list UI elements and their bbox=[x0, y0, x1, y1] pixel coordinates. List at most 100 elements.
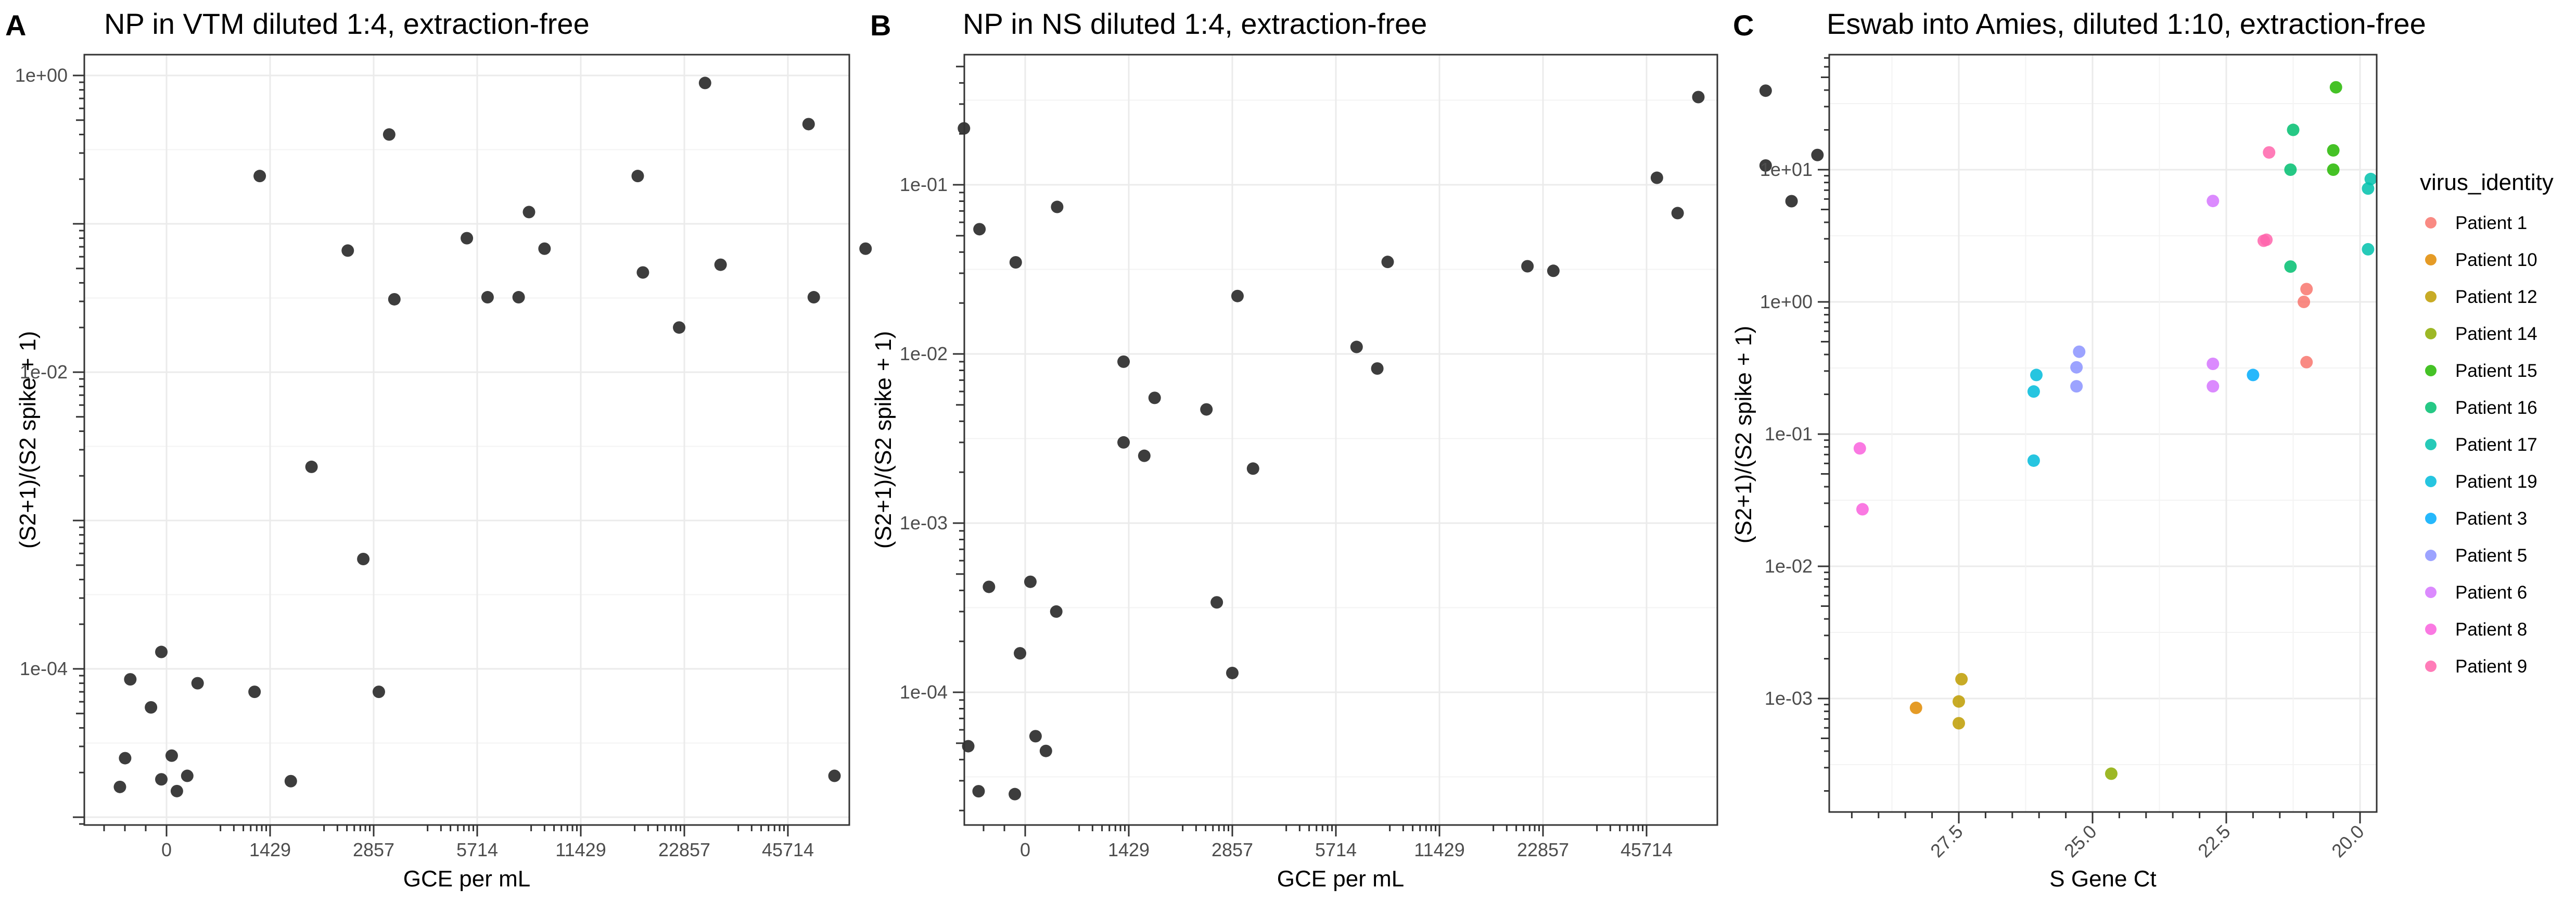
data-point bbox=[2263, 146, 2276, 159]
panel-b-y-axis-label: (S2+1)/(S2 spike + 1) bbox=[871, 331, 896, 549]
y-tick-label: 1e-02 bbox=[1765, 555, 1813, 577]
y-tick-label: 1e+00 bbox=[1760, 291, 1813, 312]
data-point bbox=[2327, 163, 2340, 176]
data-point bbox=[631, 170, 644, 183]
legend-swatch bbox=[2425, 254, 2437, 265]
data-point bbox=[119, 752, 132, 765]
data-point bbox=[2027, 385, 2040, 398]
panel-b: B NP in NS diluted 1:4, extraction-free … bbox=[870, 7, 1824, 892]
data-point bbox=[357, 552, 370, 565]
panel-b-x-axis-label: GCE per mL bbox=[1277, 866, 1405, 892]
y-tick-label: 1e-02 bbox=[900, 343, 948, 364]
x-tick-label: 1429 bbox=[249, 839, 291, 860]
data-point bbox=[1759, 84, 1772, 97]
data-point bbox=[1350, 340, 1363, 353]
data-point bbox=[1785, 195, 1798, 208]
legend-label: Patient 1 bbox=[2455, 213, 2527, 233]
x-tick-label: 1429 bbox=[1108, 839, 1150, 860]
panel-b-ticks: 0 1429 2857 5714 11429 22857 45714 1e-04 1e-03 1e… bbox=[900, 66, 1673, 860]
data-point bbox=[2327, 144, 2340, 157]
data-point bbox=[1547, 264, 1560, 277]
data-point bbox=[802, 118, 815, 131]
legend-swatch bbox=[2425, 328, 2437, 339]
legend-swatch bbox=[2425, 476, 2437, 487]
data-point bbox=[2070, 380, 2083, 393]
panel-c-grid bbox=[1829, 55, 2377, 812]
x-tick-label: 5714 bbox=[1315, 839, 1357, 860]
data-point bbox=[1050, 605, 1063, 618]
data-point bbox=[1117, 436, 1130, 449]
data-point bbox=[1853, 442, 1866, 455]
x-tick-label: 45714 bbox=[1621, 839, 1673, 860]
y-tick-label: 1e+00 bbox=[15, 65, 68, 86]
data-point bbox=[145, 701, 158, 714]
panel-a-grid bbox=[84, 55, 849, 825]
data-point bbox=[2284, 260, 2297, 273]
data-point bbox=[2260, 233, 2273, 246]
y-tick-label: 1e-02 bbox=[20, 361, 68, 383]
data-point bbox=[714, 258, 727, 271]
data-point bbox=[1521, 260, 1534, 273]
x-tick-label: 0 bbox=[161, 839, 172, 860]
legend-swatch bbox=[2425, 365, 2437, 376]
panel-b-tag: B bbox=[870, 9, 891, 42]
data-point bbox=[973, 223, 986, 236]
data-point bbox=[1039, 744, 1052, 757]
y-tick-label: 1e-03 bbox=[900, 512, 948, 534]
data-point bbox=[2287, 123, 2300, 136]
data-point bbox=[2247, 369, 2260, 382]
data-point bbox=[1371, 362, 1384, 375]
y-tick-label: 1e-01 bbox=[1765, 423, 1813, 445]
legend-label: Patient 16 bbox=[2455, 398, 2537, 418]
data-point bbox=[1811, 148, 1824, 161]
legend-title: virus_identity bbox=[2420, 170, 2554, 195]
x-tick-label: 22857 bbox=[658, 839, 710, 860]
data-point bbox=[1381, 256, 1394, 269]
legend-swatch bbox=[2425, 624, 2437, 635]
legend-label: Patient 12 bbox=[2455, 287, 2537, 307]
data-point bbox=[2362, 182, 2375, 195]
data-point bbox=[372, 686, 385, 699]
legend-label: Patient 6 bbox=[2455, 582, 2527, 603]
x-tick-label: 22857 bbox=[1517, 839, 1569, 860]
data-point bbox=[2300, 283, 2313, 296]
data-point bbox=[512, 291, 525, 304]
legend-swatch bbox=[2425, 661, 2437, 672]
panel-b-title: NP in NS diluted 1:4, extraction-free bbox=[963, 7, 1427, 40]
legend-label: Patient 8 bbox=[2455, 619, 2527, 640]
panel-c-title: Eswab into Amies, diluted 1:10, extracti… bbox=[1827, 7, 2426, 40]
data-point bbox=[124, 673, 137, 686]
data-point bbox=[673, 321, 686, 334]
data-point bbox=[1024, 575, 1037, 588]
x-tick-label: 45714 bbox=[762, 839, 814, 860]
data-point bbox=[2030, 369, 2043, 382]
data-point bbox=[1009, 788, 1022, 801]
legend-label: Patient 14 bbox=[2455, 324, 2537, 344]
data-point bbox=[972, 785, 985, 798]
y-tick-label: 1e-04 bbox=[20, 658, 68, 679]
data-point bbox=[2070, 361, 2083, 374]
data-point bbox=[1955, 672, 1968, 686]
panel-c-tag: C bbox=[1733, 9, 1754, 42]
panel-a-tag: A bbox=[5, 9, 26, 42]
data-point bbox=[2300, 356, 2313, 369]
panel-a-x-axis-label: GCE per mL bbox=[403, 866, 531, 892]
data-point bbox=[1650, 171, 1663, 184]
data-point bbox=[538, 242, 551, 255]
panel-c-x-axis-label: S Gene Ct bbox=[2049, 866, 2156, 892]
x-tick-label: 11429 bbox=[555, 839, 606, 860]
data-point bbox=[1671, 207, 1684, 220]
data-point bbox=[165, 749, 178, 762]
data-point bbox=[341, 244, 354, 257]
legend-label: Patient 3 bbox=[2455, 509, 2527, 529]
data-point bbox=[155, 773, 168, 786]
data-point bbox=[2027, 454, 2040, 467]
data-point bbox=[1148, 391, 1161, 404]
panel-a-y-axis-label: (S2+1)/(S2 spike + 1) bbox=[15, 331, 41, 549]
panel-b-points bbox=[962, 84, 1824, 801]
data-point bbox=[248, 686, 261, 699]
data-point bbox=[2207, 358, 2220, 371]
panel-a-frame bbox=[83, 54, 850, 826]
legend-label: Patient 9 bbox=[2455, 656, 2527, 677]
data-point bbox=[284, 775, 297, 788]
